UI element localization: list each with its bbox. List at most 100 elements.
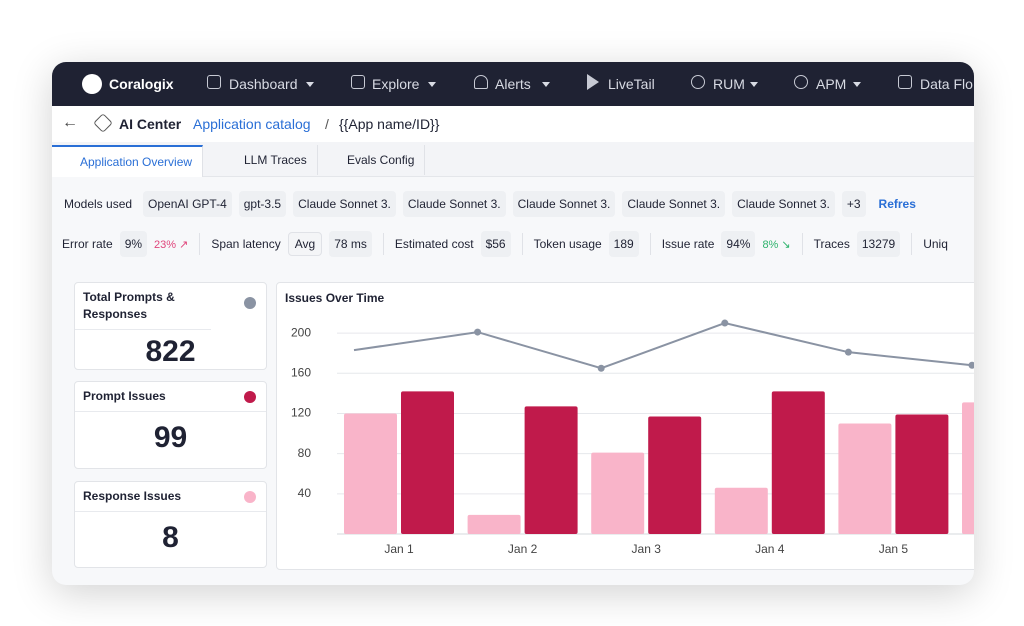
line-point (968, 361, 974, 369)
metric-delta: 23% ↗ (154, 238, 189, 251)
x-tick-label: Jan 1 (384, 542, 414, 556)
bar (962, 402, 974, 534)
bar (895, 414, 949, 534)
model-chip[interactable]: OpenAI GPT-4 (143, 191, 232, 217)
brand: Coralogix (109, 76, 174, 92)
caret (306, 82, 314, 87)
line-point (844, 348, 852, 356)
chart: Issues Over Time 40 80 120 160 200 Jan 1 Jan 2… (285, 291, 974, 556)
kpi-dot (244, 491, 256, 503)
nav-item[interactable]: LiveTail (608, 76, 655, 92)
line-point (597, 364, 605, 372)
metric-label: Error rate (62, 237, 113, 251)
bar (838, 423, 892, 534)
metric-label: Issue rate (661, 237, 715, 251)
nav-icon (691, 75, 705, 89)
metric-value: $56 (480, 231, 511, 257)
x-tick-label: Jan 3 (632, 542, 662, 556)
kpi-dot (244, 391, 256, 403)
separator (911, 233, 913, 255)
line-point (721, 319, 729, 327)
caret (542, 82, 550, 87)
back-button[interactable]: ← (62, 114, 78, 131)
metric-select[interactable]: Avg (287, 232, 323, 256)
metric-label: Estimated cost (394, 237, 474, 251)
y-tick-label: 80 (298, 446, 312, 460)
tab[interactable]: Evals Config (319, 145, 426, 175)
chart-panel: Issues Over Time 40 80 120 160 200 Jan 1 Jan 2… (276, 282, 974, 570)
caret (750, 82, 758, 87)
model-chip[interactable]: Claude Sonnet 3. (732, 191, 835, 217)
logo (82, 74, 102, 94)
metric-value: 189 (608, 231, 639, 257)
tab-label: Application Overview (80, 155, 193, 169)
nav-item[interactable]: RUM (713, 76, 745, 92)
bar (591, 452, 645, 534)
app-window: Coralogix Dashboard Explore Alerts LiveT… (52, 62, 974, 585)
bar (648, 416, 702, 534)
model-chip[interactable]: Claude Sonnet 3. (512, 191, 616, 217)
metric-label: Traces (813, 237, 850, 251)
kpi-dot (244, 297, 256, 309)
nav-icon (587, 74, 599, 90)
breadcrumb-section: AI Center (119, 116, 182, 132)
bar (401, 391, 454, 534)
kpi-value: 822 (145, 335, 196, 368)
nav-item[interactable]: Dashboard (229, 76, 298, 92)
separator (199, 233, 201, 255)
models-label: Models used (64, 197, 133, 211)
kpi-value: 99 (153, 421, 188, 454)
separator (382, 233, 384, 255)
breadcrumb-link[interactable]: Application catalog (193, 116, 311, 132)
metric-label: Span latency (211, 237, 281, 251)
kpi-title: Total Prompts & Responses (75, 283, 211, 330)
kpi-title: Response Issues (75, 482, 266, 512)
separator (649, 233, 651, 255)
breadcrumb-current: {{App name/ID}} (339, 116, 440, 132)
bar (714, 487, 768, 534)
model-chip[interactable]: gpt-3.5 (238, 191, 287, 217)
metric-label: Uniq (923, 237, 948, 251)
nav-item[interactable]: Explore (372, 76, 420, 92)
ai-icon (93, 113, 113, 133)
tab-bar: Application Overview LLM Traces Evals Co… (52, 142, 974, 177)
more-chip[interactable]: +3 (841, 191, 866, 217)
tab[interactable]: Application Overview (52, 145, 204, 177)
separator (801, 233, 803, 255)
tab-label: Evals Config (347, 153, 415, 167)
y-tick-label: 120 (291, 406, 311, 420)
bar (344, 413, 397, 534)
metric-value: 78 ms (329, 231, 372, 257)
kpi-title: Prompt Issues (75, 382, 266, 412)
nav-icon (474, 75, 488, 89)
refresh-link[interactable]: Refres (878, 197, 916, 211)
bar (524, 406, 578, 534)
nav-icon (898, 75, 912, 89)
nav-item[interactable]: APM (816, 76, 847, 92)
kpi-card: Prompt Issues 99 (74, 381, 267, 469)
kpi-card: Response Issues 8 (74, 481, 267, 568)
metric-value: 9% (119, 231, 148, 257)
y-tick-label: 40 (298, 486, 312, 500)
caret (853, 82, 861, 87)
kpi-card: Total Prompts & Responses 822 (74, 282, 267, 370)
separator (521, 233, 523, 255)
caret (428, 82, 436, 87)
metric-value: 13279 (856, 231, 901, 257)
breadcrumb-bar: ← AI Center Application catalog / {{App … (52, 106, 974, 143)
model-chip[interactable]: Claude Sonnet 3. (622, 191, 726, 217)
line-point (474, 328, 482, 336)
breadcrumb-separator: / (325, 116, 329, 132)
nav-item[interactable]: Alerts (495, 76, 531, 92)
nav-icon (794, 75, 808, 89)
metric-value: 94% (721, 231, 756, 257)
bar (771, 391, 825, 534)
model-chip[interactable]: Claude Sonnet 3. (402, 191, 506, 217)
tab-label: LLM Traces (244, 153, 307, 167)
model-chip[interactable]: Claude Sonnet 3. (293, 191, 396, 217)
x-tick-label: Jan 2 (508, 542, 538, 556)
metrics-row: Error rate 9% 23% ↗ Span latency Avg 78 ms Est… (62, 228, 948, 260)
tab[interactable]: LLM Traces (216, 145, 318, 175)
nav-item[interactable]: Data Flo (920, 76, 973, 92)
